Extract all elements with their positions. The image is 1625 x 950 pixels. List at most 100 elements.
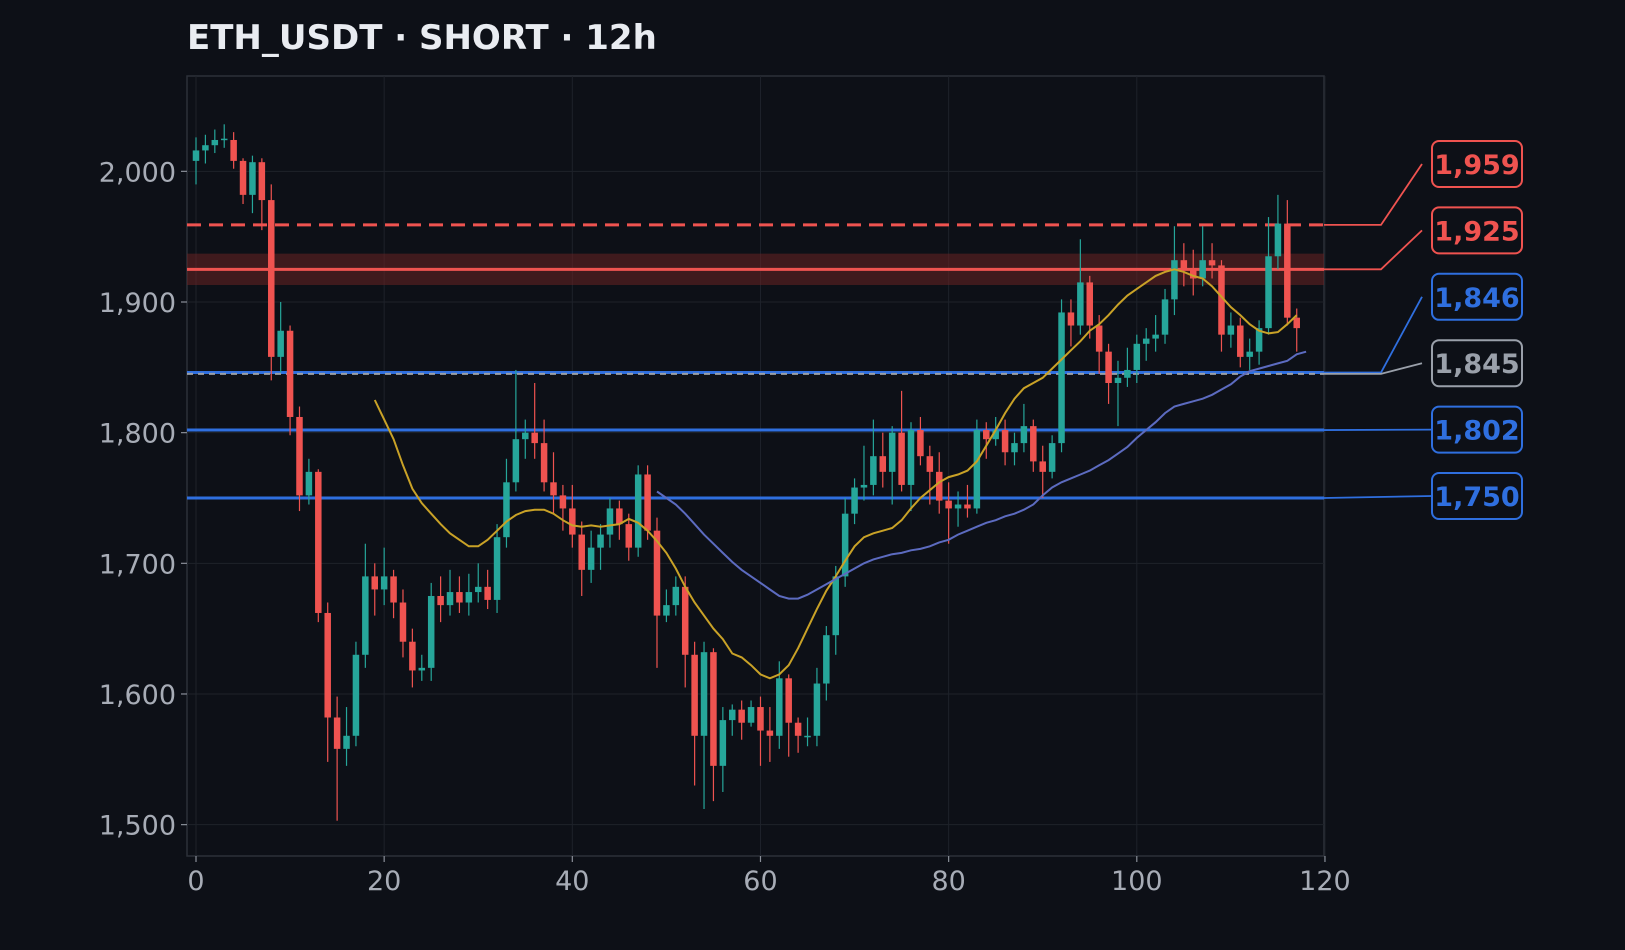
y-tick-label: 1,800 (99, 419, 176, 450)
candle-down (766, 730, 774, 736)
candle-down (1293, 317, 1300, 329)
candle-up (606, 508, 614, 535)
candle-up (305, 471, 313, 496)
y-tick-label: 1,600 (99, 680, 176, 711)
candle-down (964, 504, 971, 509)
candle-down (1030, 426, 1037, 462)
x-tick-label: 60 (743, 866, 777, 897)
price-tag-label: 1,802 (1434, 416, 1519, 447)
candles (192, 124, 1300, 821)
candle-up (597, 534, 604, 548)
candle-up (1255, 328, 1263, 352)
candle-up (888, 432, 896, 472)
candle-down (1105, 351, 1112, 384)
x-tick-label: 0 (187, 866, 204, 897)
candle-down (983, 430, 990, 440)
candle-down (1067, 312, 1075, 326)
y-tick-label: 1,500 (99, 811, 176, 842)
candle-up (672, 586, 680, 606)
candle-down (569, 508, 576, 535)
candle-down (1237, 325, 1244, 357)
candle-up (192, 150, 200, 161)
x-tick-label: 100 (1111, 866, 1163, 897)
candle-up (1152, 334, 1159, 339)
candle-up (343, 735, 350, 749)
candle-down (258, 162, 266, 201)
x-tick-label: 120 (1299, 866, 1351, 897)
price-tags: 1,959 1,925 1,846 1,845 1,802 1,750 (1323, 140, 1523, 520)
candle-up (823, 635, 830, 684)
candle-down (616, 508, 623, 525)
candle-up (907, 430, 915, 485)
candle-up (446, 592, 454, 606)
candle-down (681, 586, 689, 655)
candle-down (710, 652, 717, 766)
candle-up (220, 138, 228, 141)
candle-down (691, 654, 698, 736)
price-tag-box (1431, 272, 1523, 321)
x-tick-label: 40 (555, 866, 589, 897)
candle-down (239, 160, 247, 195)
price-tag-connector (1324, 229, 1423, 271)
price-tag-label: 1,846 (1434, 283, 1519, 314)
candle-up (211, 139, 219, 146)
price-tag-label: 1,845 (1434, 349, 1519, 380)
candle-up (1199, 260, 1206, 279)
candle-up (860, 484, 868, 488)
candle-up (1133, 343, 1141, 370)
candle-down (1284, 223, 1291, 318)
candle-down (1189, 269, 1197, 279)
price-tag-box (1431, 206, 1523, 255)
candle-up (1011, 443, 1018, 453)
candle-up (992, 430, 999, 440)
candle-up (362, 576, 369, 655)
price-tag-connector (1324, 296, 1423, 374)
candle-down (794, 722, 802, 736)
candle-up (1058, 312, 1065, 444)
candle-down (578, 534, 585, 570)
candle-up (832, 576, 839, 636)
candle-down (540, 443, 548, 483)
candle-up (352, 654, 360, 736)
candle-up (700, 652, 708, 736)
price-tag-connector (1324, 163, 1423, 226)
candle-up (973, 430, 981, 509)
candle-up (427, 595, 435, 668)
candle-up (1227, 325, 1235, 335)
price-tag-label: 1,959 (1434, 150, 1519, 181)
candle-up (277, 330, 284, 357)
price-tag-connector (1323, 495, 1433, 499)
candle-down (371, 576, 379, 590)
candle-up (841, 513, 849, 577)
candle-up (380, 576, 388, 590)
slow-ma-line (656, 350, 1307, 600)
candle-down (785, 678, 792, 723)
chart-title: ETH_USDT · SHORT · 12h (187, 18, 657, 58)
grid (187, 76, 1326, 856)
candle-up (1020, 426, 1028, 444)
candle-up (1124, 369, 1131, 378)
axes: 0 20 40 60 80 100 120 1,500 1,600 1,700 1,800 1,900… (99, 157, 1351, 897)
candle-down (1180, 260, 1188, 270)
candle-down (399, 602, 407, 642)
y-tick-label: 2,000 (99, 157, 176, 188)
candle-down (757, 707, 764, 731)
fast-ma-line (373, 268, 1298, 680)
candle-down (926, 456, 934, 472)
plot-background (186, 75, 1325, 857)
candle-up (465, 592, 473, 603)
candle-up (522, 432, 529, 440)
price-tag-label: 1,925 (1434, 216, 1519, 247)
candle-up (634, 474, 642, 548)
candle-up (954, 504, 962, 509)
candle-up (813, 683, 821, 736)
x-tick-label: 20 (367, 866, 401, 897)
candle-down (484, 586, 491, 600)
candle-up (1274, 223, 1282, 257)
candle-up (719, 720, 727, 766)
candle-down (333, 717, 341, 749)
candle-up (1265, 256, 1272, 329)
candle-down (1095, 325, 1103, 352)
candle-down (268, 200, 275, 357)
